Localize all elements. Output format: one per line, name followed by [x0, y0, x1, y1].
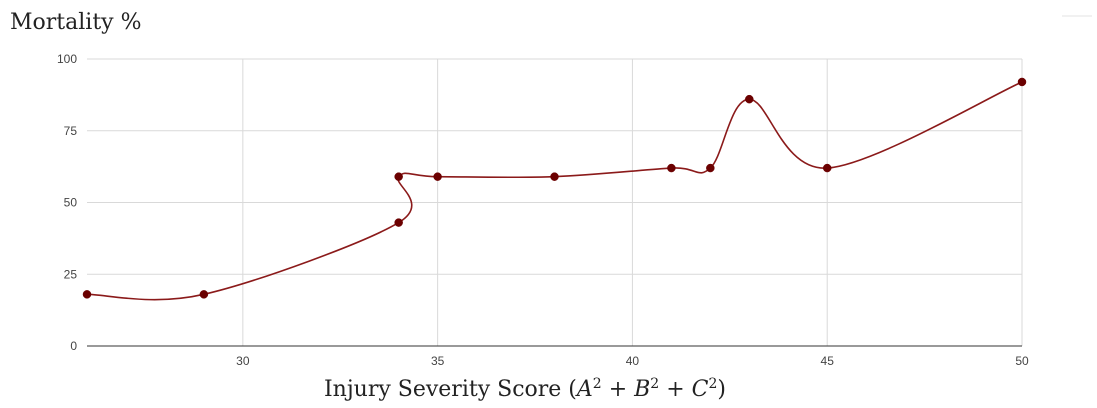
data-point: [550, 172, 559, 181]
x-tick-label: 30: [236, 354, 250, 368]
x-axis-label-plus-1: +: [602, 377, 634, 402]
series-line: [86, 81, 1023, 301]
x-axis-label-plus-2: +: [659, 377, 691, 402]
y-tick-label: 100: [57, 52, 77, 66]
data-point: [667, 163, 676, 173]
y-tick-label: 0: [70, 339, 77, 353]
y-tick-label: 25: [64, 267, 78, 281]
x-tick-label: 35: [431, 354, 445, 368]
data-point: [745, 94, 754, 104]
y-tick-label: 50: [64, 196, 78, 210]
grid-lines: [87, 58, 1023, 346]
x-axis-label-exp-c: 2: [708, 376, 717, 392]
data-point: [433, 172, 442, 181]
x-tick-label: 45: [821, 354, 835, 368]
x-axis-label-c: C: [692, 377, 709, 402]
data-point: [82, 290, 92, 299]
data-point: [394, 218, 403, 227]
y-tick-label: 75: [64, 124, 78, 138]
x-axis-label: Injury Severity Score (A2 + B2 + C2): [324, 376, 726, 402]
chart-title: Mortality %: [10, 10, 141, 35]
data-point: [199, 290, 209, 299]
data-point: [822, 163, 832, 173]
series-group: [82, 77, 1027, 301]
data-point: [394, 172, 403, 181]
x-tick-label: 40: [626, 354, 640, 368]
x-axis-label-exp-b: 2: [650, 376, 659, 392]
tick-labels: 0 25 50 75 100 30 35 40 45 50: [57, 52, 1029, 368]
x-axis-label-a: A: [575, 377, 593, 402]
x-axis-label-suffix: ): [717, 377, 726, 402]
x-axis-label-exp-a: 2: [593, 376, 602, 392]
x-tick-label: 50: [1015, 354, 1029, 368]
data-point: [706, 163, 715, 173]
x-axis-label-prefix: Injury Severity Score (: [324, 377, 577, 402]
data-point: [1017, 77, 1027, 87]
x-axis-label-b: B: [633, 377, 650, 402]
